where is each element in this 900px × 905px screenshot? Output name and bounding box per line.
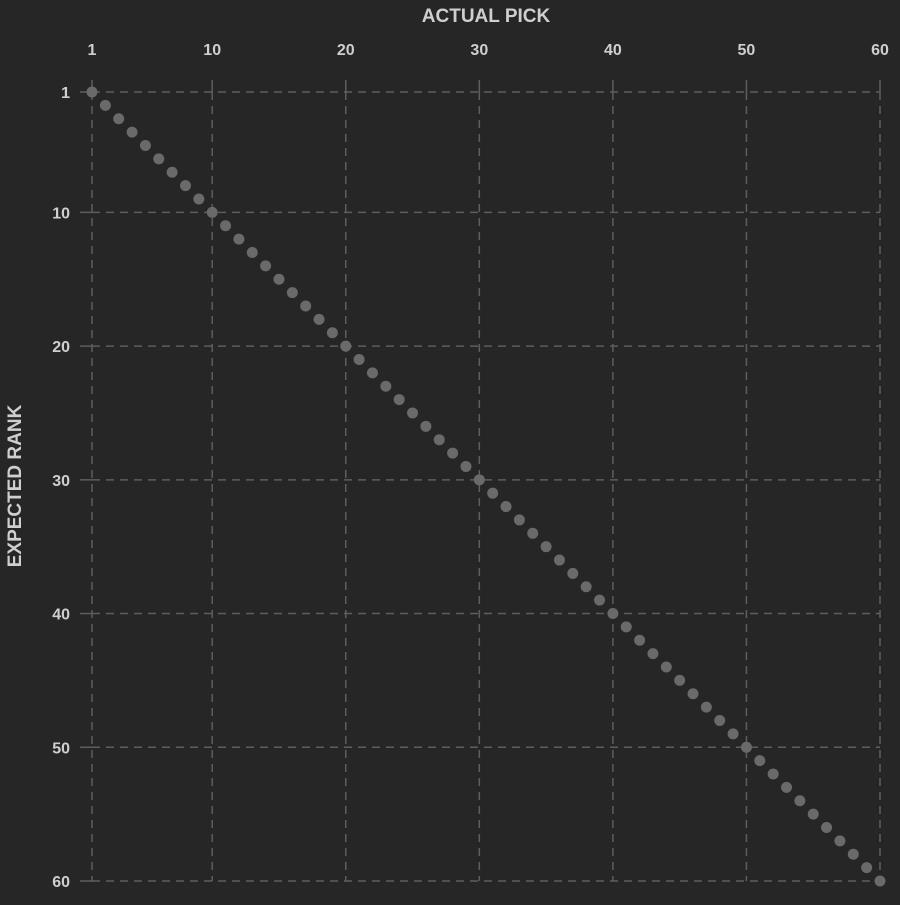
data-point <box>366 367 378 379</box>
data-point <box>153 153 165 165</box>
y-tick-label: 20 <box>52 339 70 356</box>
data-point <box>834 835 846 847</box>
tick-layer: 1 10 20 30 40 50 60 1 10 20 30 40 50 60 <box>52 42 889 891</box>
data-point <box>527 527 539 539</box>
data-point <box>767 768 779 780</box>
data-point <box>553 554 565 566</box>
data-point <box>740 741 752 753</box>
data-point <box>687 688 699 700</box>
data-point <box>99 99 111 111</box>
data-point <box>126 126 138 138</box>
y-tick-label: 50 <box>52 740 70 757</box>
y-tick-label: 1 <box>61 85 70 102</box>
data-point <box>286 287 298 299</box>
x-tick-label: 20 <box>337 42 355 59</box>
y-axis-title: EXPECTED RANK <box>5 404 26 567</box>
data-point <box>420 420 432 432</box>
data-point <box>821 822 833 834</box>
data-point <box>794 795 806 807</box>
data-point <box>781 781 793 793</box>
data-point <box>206 206 218 218</box>
data-point <box>460 460 472 472</box>
data-point <box>313 313 325 325</box>
data-point <box>714 715 726 727</box>
x-tick-label: 60 <box>871 42 889 59</box>
point-layer <box>86 86 886 887</box>
data-point <box>260 260 272 272</box>
x-tick-label: 10 <box>203 42 221 59</box>
x-axis-title: ACTUAL PICK <box>422 6 551 27</box>
data-point <box>634 634 646 646</box>
data-point <box>407 407 419 419</box>
data-point <box>220 220 232 232</box>
data-point <box>340 340 352 352</box>
data-point <box>540 541 552 553</box>
data-point <box>300 300 312 312</box>
data-point <box>273 273 285 285</box>
y-tick-label: 10 <box>52 205 70 222</box>
data-point <box>393 394 405 406</box>
data-point <box>139 139 151 151</box>
data-point <box>567 567 579 579</box>
data-point <box>874 875 886 887</box>
x-tick-label: 30 <box>470 42 488 59</box>
x-tick-label: 50 <box>738 42 756 59</box>
data-point <box>807 808 819 820</box>
data-point <box>380 380 392 392</box>
data-point <box>700 701 712 713</box>
x-tick-label: 40 <box>604 42 622 59</box>
data-point <box>113 113 125 125</box>
data-point <box>179 180 191 192</box>
data-point <box>473 474 485 486</box>
data-point <box>727 728 739 740</box>
data-point <box>620 621 632 633</box>
data-point <box>233 233 245 245</box>
data-point <box>326 327 338 339</box>
y-tick-label: 40 <box>52 607 70 624</box>
y-tick-label: 30 <box>52 473 70 490</box>
grid-layer <box>91 91 881 882</box>
data-point <box>193 193 205 205</box>
data-point <box>86 86 98 98</box>
data-point <box>647 648 659 660</box>
data-point <box>607 608 619 620</box>
data-point <box>861 862 873 874</box>
data-point <box>513 514 525 526</box>
data-point <box>433 434 445 446</box>
data-point <box>487 487 499 499</box>
data-point <box>754 755 766 767</box>
data-point <box>353 353 365 365</box>
data-point <box>594 594 606 606</box>
data-point <box>847 848 859 860</box>
data-point <box>580 581 592 593</box>
y-tick-label: 60 <box>52 874 70 891</box>
x-tick-label: 1 <box>88 42 97 59</box>
data-point <box>166 166 178 178</box>
data-point <box>674 674 686 686</box>
data-point <box>660 661 672 673</box>
data-point <box>500 501 512 513</box>
data-point <box>246 246 258 258</box>
data-point <box>447 447 459 459</box>
